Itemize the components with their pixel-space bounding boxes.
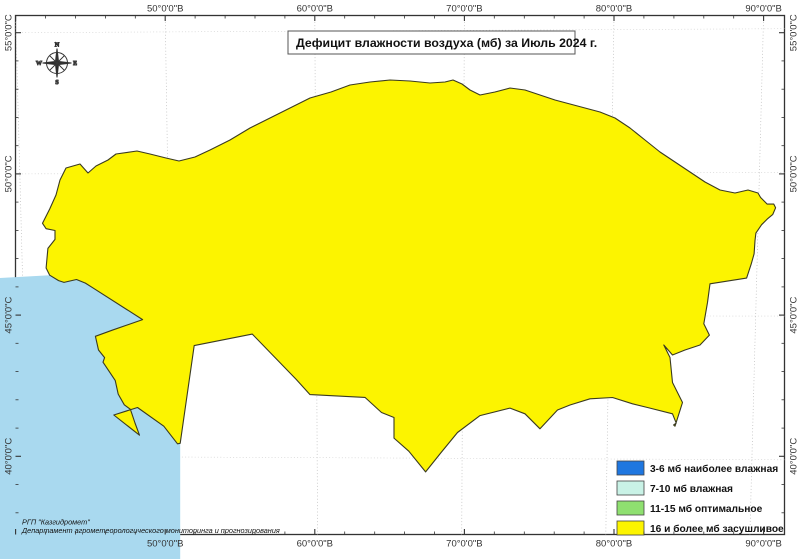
svg-text:S: S <box>55 79 59 86</box>
svg-text:W: W <box>36 60 42 67</box>
svg-text:45°0'0"С: 45°0'0"С <box>789 296 800 333</box>
svg-text:3-6 мб наиболее влажная: 3-6 мб наиболее влажная <box>650 463 778 475</box>
svg-text:60°0'0"В: 60°0'0"В <box>297 4 333 15</box>
svg-text:90°0'0"В: 90°0'0"В <box>745 4 781 15</box>
svg-text:60°0'0"В: 60°0'0"В <box>297 539 333 550</box>
svg-text:45°0'0"С: 45°0'0"С <box>4 296 15 333</box>
svg-text:55°0'0"С: 55°0'0"С <box>4 14 15 51</box>
svg-text:N: N <box>55 42 60 49</box>
svg-text:11-15 мб оптимальное: 11-15 мб оптимальное <box>650 503 763 515</box>
svg-text:50°0'0"В: 50°0'0"В <box>147 4 183 15</box>
svg-text:7-10 мб влажная: 7-10 мб влажная <box>650 483 733 495</box>
svg-text:40°0'0"С: 40°0'0"С <box>789 438 800 475</box>
svg-text:40°0'0"С: 40°0'0"С <box>4 438 15 475</box>
svg-text:80°0'0"В: 80°0'0"В <box>596 539 632 550</box>
svg-text:70°0'0"В: 70°0'0"В <box>446 4 482 15</box>
svg-text:E: E <box>73 60 77 67</box>
svg-text:Департамент агрометеорологичес: Департамент агрометеорологического монит… <box>21 526 280 535</box>
svg-text:70°0'0"В: 70°0'0"В <box>446 539 482 550</box>
svg-text:80°0'0"В: 80°0'0"В <box>596 4 632 15</box>
svg-text:55°0'0"С: 55°0'0"С <box>789 14 800 51</box>
svg-text:50°0'0"С: 50°0'0"С <box>4 155 15 192</box>
svg-text:50°0'0"С: 50°0'0"С <box>789 155 800 192</box>
svg-text:50°0'0"В: 50°0'0"В <box>147 539 183 550</box>
svg-text:90°0'0"В: 90°0'0"В <box>745 539 781 550</box>
svg-text:Дефицит влажности воздуха (мб): Дефицит влажности воздуха (мб) за Июль 2… <box>296 36 597 50</box>
